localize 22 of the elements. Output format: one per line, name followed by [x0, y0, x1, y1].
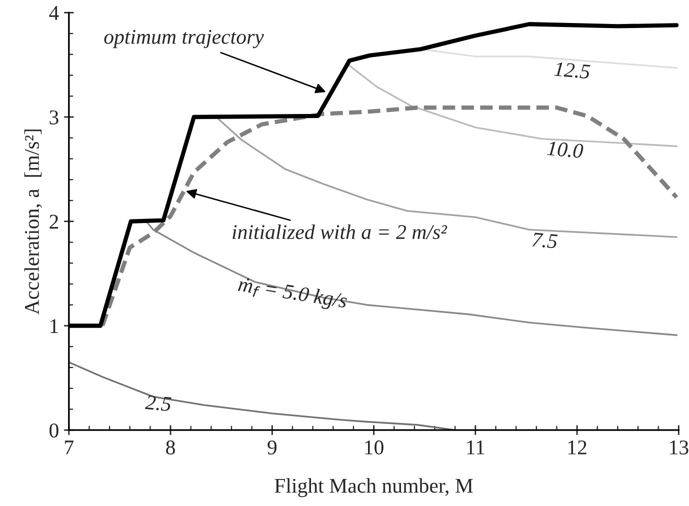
text: ṁ$_{f}$ = 5.0 kg/s — [237, 276, 348, 312]
x-tick-label: 9 — [268, 440, 277, 454]
line-series — [68, 361, 456, 430]
y-tick-label: 2 — [50, 214, 58, 229]
annotation: optimum trajectory — [104, 30, 264, 48]
x-tick-label: 8 — [166, 440, 175, 454]
series-label: 10.0 — [546, 141, 584, 158]
x-tick-label: 10 — [365, 440, 384, 454]
y-axis-title: Acceleration, a [m/s²] — [24, 130, 42, 315]
series-label: 12.5 — [554, 62, 590, 79]
x-tick-label: 12 — [568, 440, 586, 454]
x-tick-label: 11 — [467, 440, 484, 454]
y-tick-label: 0 — [50, 423, 58, 438]
x-axis-title: Flight Mach number, M — [274, 478, 473, 498]
annotation: initialized with a = 2 m/s² — [232, 224, 448, 240]
y-tick-label: 1 — [50, 319, 58, 333]
x-tick-label: 13 — [670, 440, 688, 454]
y-tick-label: 4 — [49, 6, 59, 20]
x-tick-label: 7 — [65, 440, 74, 454]
y-tick-label: 3 — [50, 110, 58, 124]
series-label: 2.5 — [144, 395, 172, 412]
series-label: 7.5 — [532, 232, 558, 249]
